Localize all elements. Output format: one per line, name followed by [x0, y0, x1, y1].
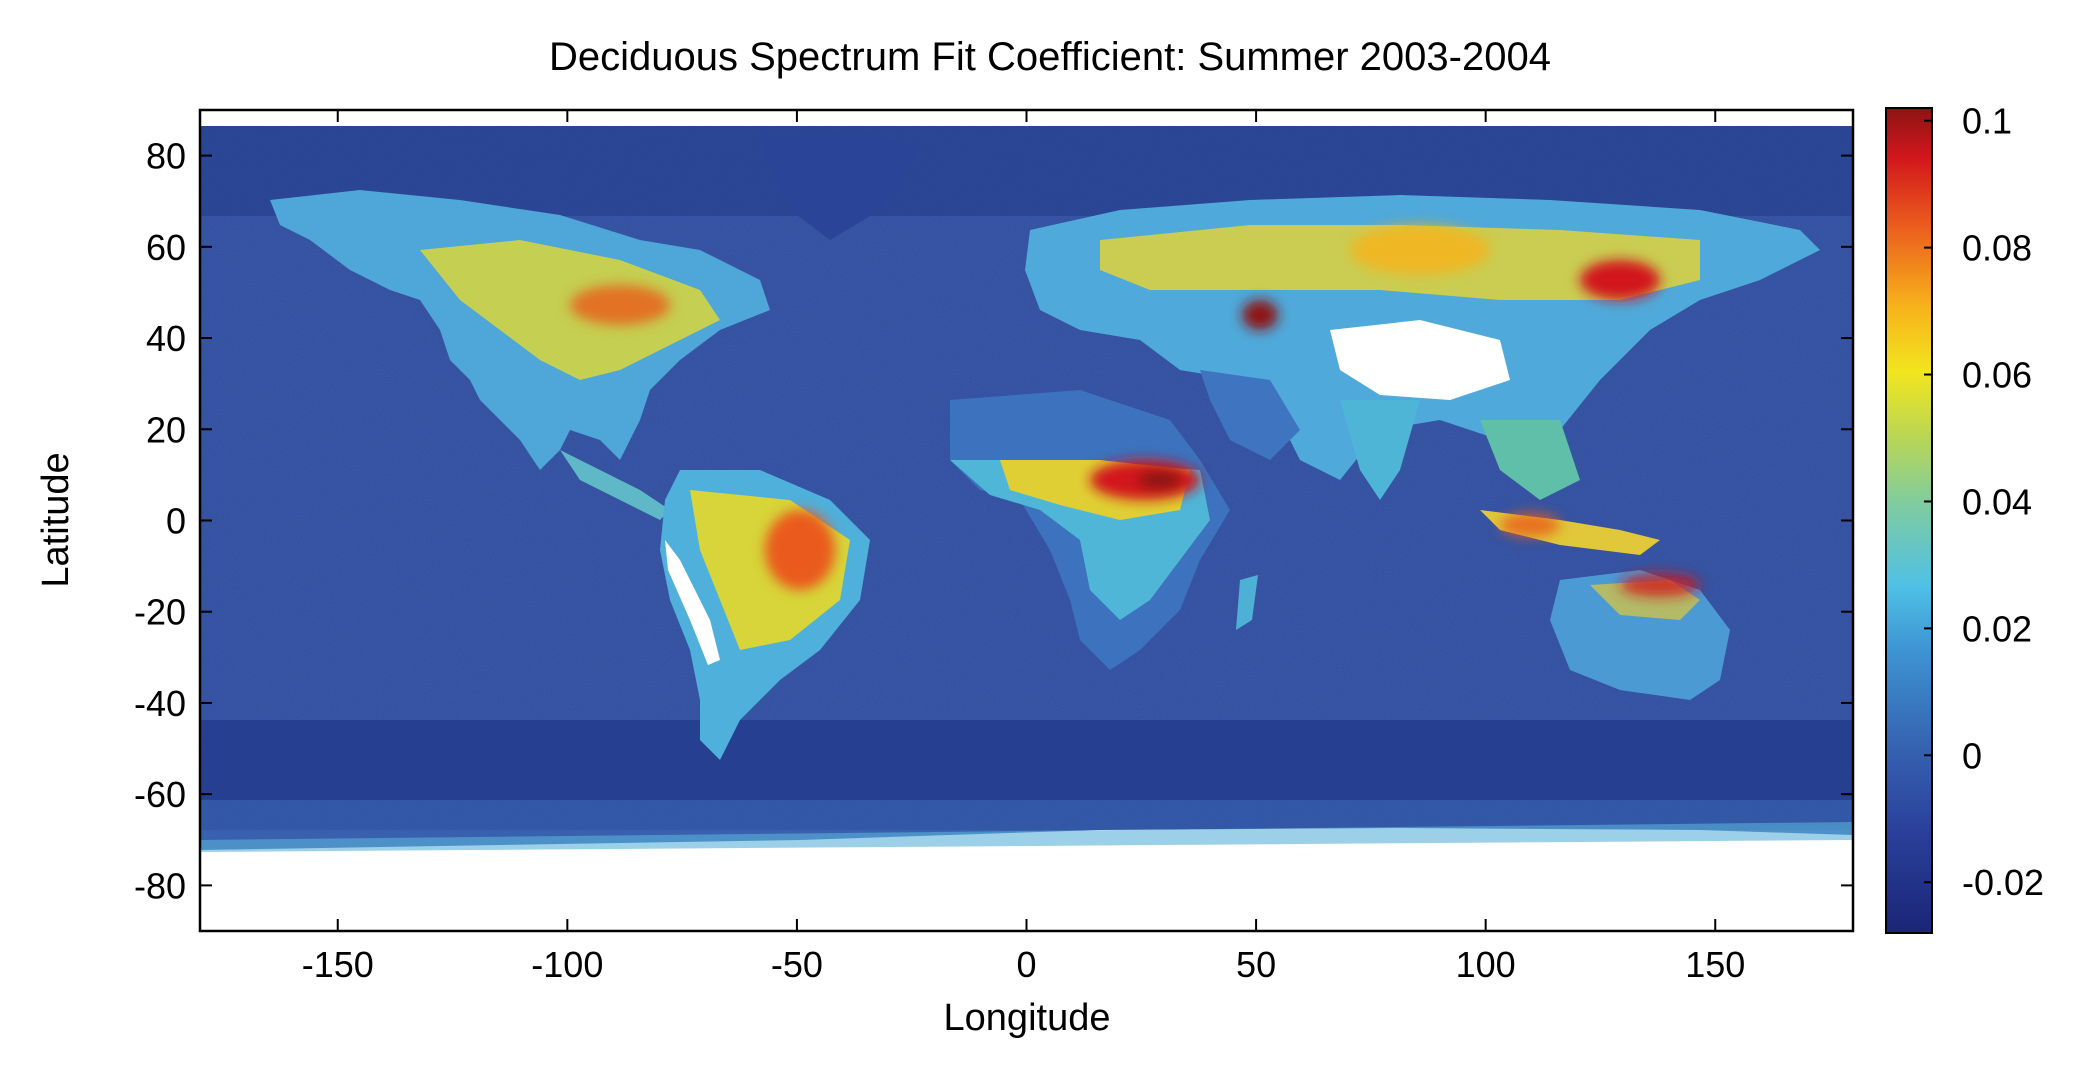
map-field [200, 110, 1853, 931]
y-tick-label: -80 [134, 865, 186, 906]
colorbar-tick-label: 0.04 [1962, 481, 2032, 522]
y-tick-label: -60 [134, 774, 186, 815]
colorbar-tick-label: -0.02 [1962, 862, 2044, 903]
hotspots [570, 225, 1700, 597]
y-tick-label: -20 [134, 592, 186, 633]
colorbar-tick-label: 0.06 [1962, 355, 2032, 396]
y-tick-label: 0 [166, 501, 186, 542]
x-tick-label: 150 [1685, 944, 1745, 985]
y-tick-label: 20 [146, 409, 186, 450]
chart-title: Deciduous Spectrum Fit Coefficient: Summ… [549, 35, 1551, 79]
colorbar-tick-label: 0.08 [1962, 228, 2032, 269]
x-axis: -150 -100 -50 0 50 100 150 [302, 110, 1745, 985]
y-tick-label: 60 [146, 227, 186, 268]
x-tick-label: -150 [302, 944, 374, 985]
y-tick-label: -40 [134, 683, 186, 724]
colorbar-tick-label: 0.02 [1962, 608, 2032, 649]
y-tick-label: 40 [146, 318, 186, 359]
y-axis: 80 60 40 20 0 -20 -40 -60 -80 [134, 136, 1853, 906]
x-tick-label: -50 [771, 944, 823, 985]
colorbar [1885, 107, 1933, 934]
x-tick-label: 100 [1456, 944, 1516, 985]
colorbar-ticks: 0.1 0.08 0.06 0.04 0.02 0 -0.02 [1924, 101, 2044, 903]
colorbar-tick-label: 0 [1962, 735, 1982, 776]
y-axis-title: Latitude [35, 452, 77, 587]
x-axis-title: Longitude [944, 997, 1111, 1039]
x-tick-label: -100 [531, 944, 603, 985]
x-tick-label: 0 [1016, 944, 1036, 985]
y-tick-label: 80 [146, 136, 186, 177]
x-tick-label: 50 [1236, 944, 1276, 985]
colorbar-tick-label: 0.1 [1962, 101, 2012, 142]
